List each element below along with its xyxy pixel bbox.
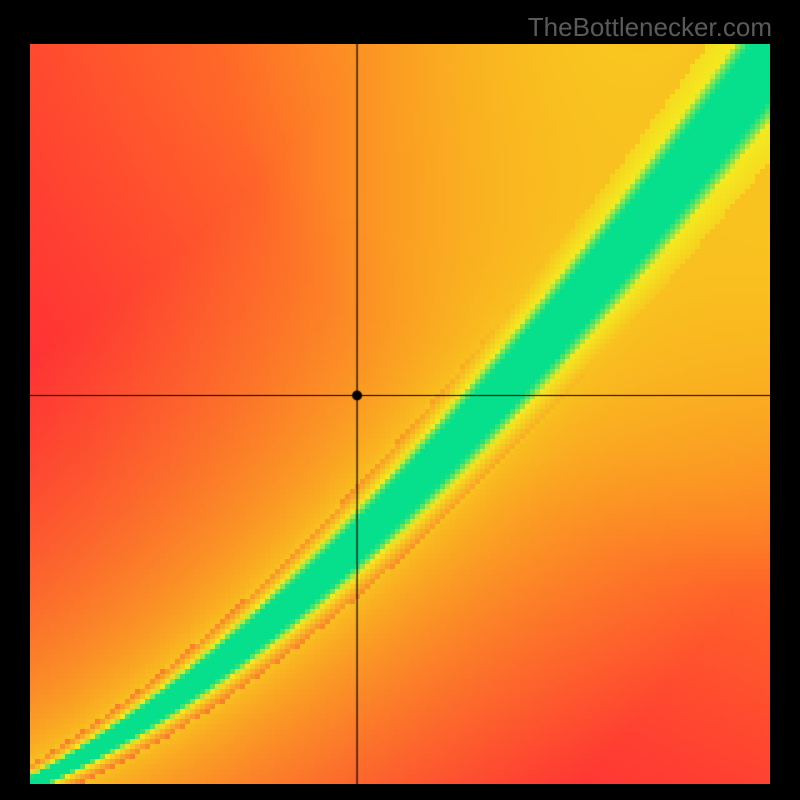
- watermark-text: TheBottlenecker.com: [528, 12, 772, 43]
- bottleneck-heatmap: [30, 44, 770, 784]
- chart-container: TheBottlenecker.com: [0, 0, 800, 800]
